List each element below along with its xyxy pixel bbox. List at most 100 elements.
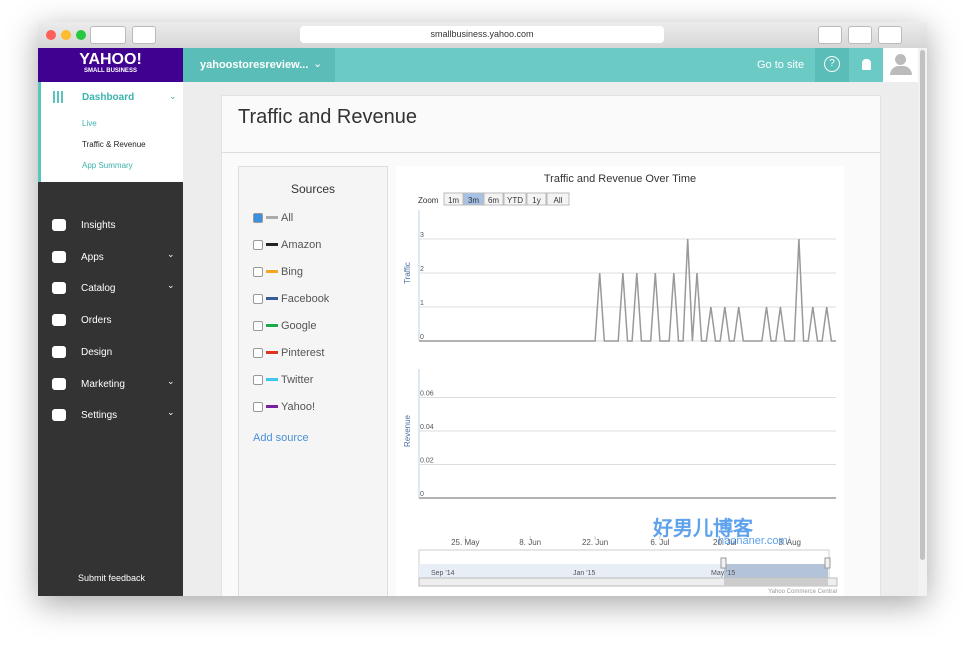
source-name[interactable]: Yahoo! [281, 401, 316, 413]
y-tick-label: 1 [420, 300, 424, 307]
add-source[interactable]: Add source [253, 432, 309, 444]
nav-link[interactable]: Settings [81, 410, 118, 422]
y-tick-label: 0.04 [420, 424, 434, 431]
checkbox[interactable] [253, 375, 263, 385]
navigator-label: Sep '14 [431, 570, 455, 577]
source-name[interactable]: Facebook [281, 293, 330, 305]
page-title: Traffic and Revenue [238, 106, 417, 128]
navigator-scrollbar[interactable] [418, 577, 838, 587]
logo[interactable]: YAHOO! SMALL BUSINESS [38, 48, 183, 82]
source-name[interactable]: All [281, 212, 294, 224]
axis-label: Revenue [403, 414, 412, 447]
chevron: ⌄ [169, 91, 177, 101]
zoom-button[interactable] [503, 192, 527, 206]
downloads-button[interactable] [878, 26, 902, 44]
chevron: ⌄ [313, 58, 323, 70]
y-tick-label: 0 [420, 491, 424, 498]
nav-icon [52, 314, 66, 327]
source-swatch [266, 324, 278, 327]
store-selector[interactable] [183, 48, 335, 82]
chevron: ⌄ [167, 375, 175, 386]
zoom-button-label: 1m [448, 196, 459, 205]
y-tick-label: 0.02 [420, 458, 434, 465]
nav-link[interactable]: Apps [81, 251, 104, 263]
avatar[interactable] [883, 48, 918, 82]
source-swatch [266, 216, 278, 219]
chart-title: Traffic and Revenue Over Time [544, 173, 696, 185]
navigator-scroll-thumb[interactable] [724, 578, 828, 586]
sidebar-button[interactable] [132, 26, 156, 44]
zoom-button-label: YTD [507, 196, 523, 205]
go-to-site[interactable]: Go to site [757, 59, 805, 71]
navigator-handle[interactable] [824, 557, 831, 569]
zoom-label: Zoom [418, 196, 439, 205]
checkbox[interactable] [253, 321, 263, 331]
nav-link[interactable]: Marketing [81, 378, 125, 390]
source-name[interactable]: Twitter [281, 374, 314, 386]
notifications-button[interactable] [849, 48, 883, 82]
help-button[interactable]: ? [815, 48, 849, 82]
share-button[interactable] [818, 26, 842, 44]
nav-link[interactable]: Design [81, 346, 113, 358]
axis-label: Traffic [403, 262, 412, 284]
zoom-button-label: 1y [532, 196, 540, 205]
store-name[interactable]: yahoostoresreview... [200, 59, 309, 71]
navigator-label: May '15 [711, 570, 735, 577]
zoom-button[interactable] [526, 192, 547, 206]
navigator-handle[interactable] [720, 557, 727, 569]
address-bar[interactable]: smallbusiness.yahoo.com [300, 26, 664, 43]
checkbox[interactable] [253, 240, 263, 250]
navigator-selection[interactable] [724, 564, 828, 578]
source-swatch [266, 351, 278, 354]
nav-icon [52, 219, 66, 231]
y-tick-label: 3 [420, 232, 424, 239]
y-tick-label: 0 [420, 334, 424, 341]
nav-link[interactable]: Insights [81, 220, 116, 231]
nav-link[interactable]: Catalog [81, 283, 116, 295]
back-forward[interactable] [90, 26, 126, 44]
sources-panel: Sources Add source All Amazon Bing Facebook… [238, 166, 388, 596]
checkbox[interactable] [253, 348, 263, 358]
sub-link[interactable]: Live [82, 119, 97, 128]
scrollbar[interactable] [918, 48, 927, 596]
chevron: ⌄ [167, 280, 175, 291]
source-swatch [266, 405, 278, 408]
sidebar: YAHOO! SMALL BUSINESS Dashboard ⌄ Live T… [38, 48, 183, 596]
sub-link[interactable]: Traffic & Revenue [82, 140, 146, 149]
source-name[interactable]: Pinterest [281, 347, 325, 359]
source-swatch [266, 297, 278, 300]
logo-sub: SMALL BUSINESS [84, 68, 137, 74]
nav-link[interactable]: Orders [81, 315, 112, 327]
checkbox[interactable] [253, 402, 263, 412]
sub-link[interactable]: App Summary [82, 161, 133, 170]
tabs-button[interactable] [848, 26, 872, 44]
divider [222, 152, 880, 153]
zoom-button[interactable] [463, 192, 484, 206]
feedback-link[interactable]: Submit feedback [78, 573, 146, 583]
source-name[interactable]: Amazon [281, 239, 322, 251]
zoom-button[interactable] [443, 192, 464, 206]
zoom-button[interactable] [546, 192, 570, 206]
checkbox[interactable] [253, 267, 263, 277]
zoom-button-label: All [554, 196, 563, 205]
checkbox[interactable] [253, 213, 263, 223]
zoom-button[interactable] [483, 192, 504, 206]
dashboard-link[interactable]: Dashboard [82, 92, 135, 103]
nav-icon [52, 282, 66, 295]
source-name[interactable]: Google [281, 320, 317, 332]
dashboard-icon [53, 91, 65, 103]
series-line [419, 238, 836, 342]
checkbox[interactable] [253, 294, 263, 304]
source-name[interactable]: Bing [281, 266, 304, 278]
x-tick-label: 22. Jun [582, 538, 608, 547]
close-button[interactable] [46, 30, 56, 40]
nav-icon [52, 409, 66, 422]
chart-credit: Yahoo Commerce Central [768, 589, 837, 595]
top-bar: yahoostoresreview... ⌄ Go to site ? [183, 48, 927, 596]
zoom-button[interactable] [76, 30, 86, 40]
x-tick-label: 20. Jul [713, 538, 737, 547]
x-tick-label: 3. Aug [778, 538, 801, 547]
navigator-label: Jan '15 [573, 570, 595, 577]
minimize-button[interactable] [61, 30, 71, 40]
x-tick-label: 8. Jun [519, 538, 541, 547]
